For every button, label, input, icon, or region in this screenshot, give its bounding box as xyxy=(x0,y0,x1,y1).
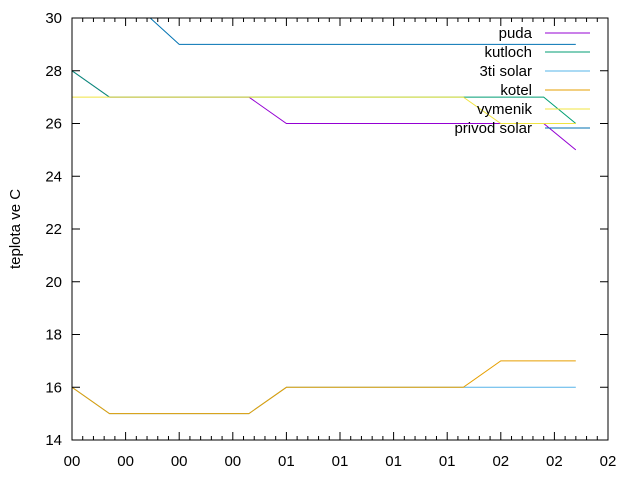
series-layer xyxy=(72,18,577,415)
legend: puda kutloch 3ti solar kotel vymenik privod s… xyxy=(454,25,590,137)
legend-label: privod solar xyxy=(454,120,532,137)
x-tick-label: 02 xyxy=(600,453,617,470)
series-line-3ti-solar xyxy=(72,386,576,415)
x-tick-label: 00 xyxy=(171,453,188,470)
y-tick-label: 20 xyxy=(45,274,62,291)
x-tick-label: 00 xyxy=(117,453,134,470)
x-tick-label: 01 xyxy=(385,453,402,470)
series-line-privod-solar xyxy=(149,18,576,45)
x-tick-label: 02 xyxy=(492,453,509,470)
legend-label: kutloch xyxy=(484,44,532,61)
x-tick-label: 01 xyxy=(439,453,456,470)
x-tick-label: 00 xyxy=(64,453,81,470)
legend-label: 3ti solar xyxy=(479,63,532,80)
y-tick-label: 14 xyxy=(45,432,62,449)
y-tick-label: 26 xyxy=(45,116,62,133)
x-tick-label: 00 xyxy=(224,453,241,470)
series-line-kotel xyxy=(72,360,576,415)
legend-label: puda xyxy=(499,25,533,42)
y-tick-label: 28 xyxy=(45,63,62,80)
y-tick-label: 22 xyxy=(45,221,62,238)
y-tick-label: 30 xyxy=(45,10,62,27)
y-axis-label: teplota ve C xyxy=(7,189,24,269)
y-tick-label: 18 xyxy=(45,327,62,344)
series-line-vymenik xyxy=(72,96,576,124)
x-tick-label: 01 xyxy=(332,453,349,470)
legend-label: vymenik xyxy=(477,101,533,118)
y-tick-label: 24 xyxy=(45,168,62,185)
x-tick-label: 02 xyxy=(546,453,563,470)
axes-layer: 14 16 18 20 22 24 26 28 30 00 00 00 00 01 01 01 01 02 02 02 xyxy=(45,10,616,470)
legend-label: kotel xyxy=(500,82,532,99)
x-tick-label: 01 xyxy=(278,453,295,470)
y-tick-label: 16 xyxy=(45,379,62,396)
